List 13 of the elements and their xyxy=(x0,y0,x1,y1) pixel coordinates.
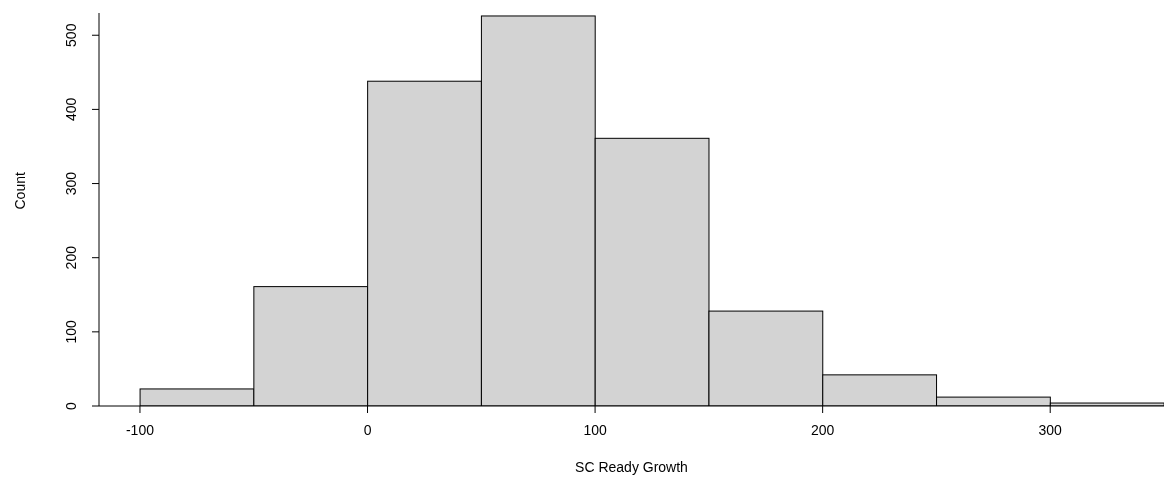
x-axis-title: SC Ready Growth xyxy=(575,459,688,475)
y-tick-label: 200 xyxy=(63,245,79,270)
x-tick-label: 300 xyxy=(1038,421,1063,438)
x-tick-label: -100 xyxy=(125,421,155,438)
x-tick-label: 0 xyxy=(363,421,372,438)
y-axis-title: Count xyxy=(11,172,28,210)
x-tick-label: 100 xyxy=(583,421,607,438)
y-tick-label: 100 xyxy=(63,319,79,344)
y-tick-label: 0 xyxy=(63,401,79,410)
y-tick-label: 300 xyxy=(63,171,79,196)
x-tick-label: 200 xyxy=(810,421,835,438)
y-tick-label: 400 xyxy=(63,97,79,122)
y-tick-label: 500 xyxy=(63,23,79,47)
